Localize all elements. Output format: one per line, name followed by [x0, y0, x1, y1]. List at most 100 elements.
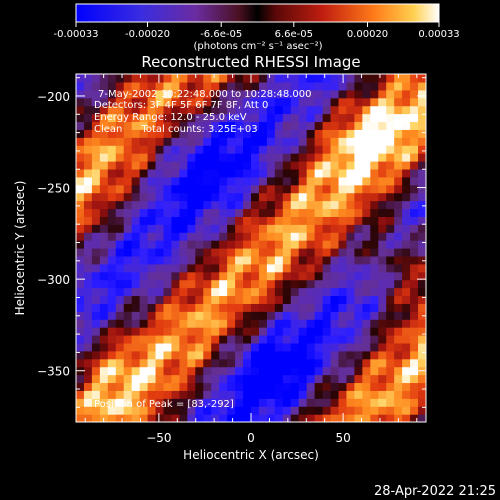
heatmap-cell: [274, 137, 284, 146]
heatmap-cell: [243, 113, 252, 123]
heatmap-cell: [418, 200, 426, 210]
heatmap-cell: [99, 374, 109, 384]
heatmap-cell: [378, 295, 387, 304]
heatmap-cell: [163, 303, 173, 312]
heatmap-cell: [338, 295, 348, 304]
heatmap-cell: [195, 216, 204, 225]
heatmap-cell: [410, 192, 419, 202]
heatmap-cell: [251, 184, 260, 194]
heatmap-cell: [251, 240, 260, 249]
heatmap-cell: [322, 255, 332, 265]
heatmap-cell: [235, 414, 244, 422]
heatmap-cell: [378, 414, 387, 422]
heatmap-cell: [330, 406, 340, 415]
heatmap-cell: [243, 255, 252, 265]
heatmap-cell: [402, 248, 411, 257]
heatmap-cell: [322, 113, 332, 123]
heatmap-cell: [219, 248, 228, 257]
heatmap-cell: [203, 145, 212, 154]
heatmap-cell: [362, 153, 371, 162]
heatmap-cell: [354, 406, 363, 415]
heatmap-cell: [147, 200, 157, 210]
heatmap-cell: [147, 248, 157, 257]
heatmap-cell: [354, 105, 363, 115]
heatmap-cell: [402, 303, 411, 312]
heatmap-cell: [274, 255, 284, 265]
heatmap-cell: [187, 89, 196, 99]
heatmap-cell: [298, 390, 308, 399]
heatmap-cell: [107, 161, 117, 170]
heatmap-cell: [410, 200, 419, 210]
heatmap-cell: [362, 176, 371, 186]
heatmap-cell: [330, 414, 340, 422]
heatmap-cell: [386, 137, 395, 146]
heatmap-cell: [147, 255, 157, 265]
heatmap-cell: [362, 168, 371, 178]
heatmap-cell: [251, 279, 260, 289]
heatmap-cell: [282, 406, 292, 415]
heatmap-cell: [338, 216, 348, 225]
heatmap-cell: [378, 200, 387, 210]
heatmap-cell: [203, 398, 212, 407]
heatmap-cell: [251, 295, 260, 304]
heatmap-cell: [386, 200, 395, 210]
heatmap-cell: [394, 232, 403, 241]
heatmap-cell: [171, 358, 181, 368]
heatmap-cell: [123, 224, 133, 233]
heatmap-cell: [418, 74, 426, 83]
heatmap-cell: [362, 311, 371, 320]
heatmap-cell: [322, 335, 332, 344]
heatmap-cell: [211, 137, 220, 146]
heatmap-cell: [378, 335, 387, 344]
heatmap-cell: [338, 271, 348, 281]
heatmap-cell: [76, 184, 85, 194]
annotation-block: 7-May-2002 10:22:48.000 to 10:28:48.000 …: [94, 89, 311, 410]
heatmap-cell: [410, 105, 419, 115]
heatmap-cell: [346, 74, 356, 83]
heatmap-cell: [115, 311, 125, 320]
heatmap-cell: [155, 311, 165, 320]
heatmap-cell: [330, 374, 340, 384]
heatmap-cell: [155, 279, 165, 289]
heatmap-cell: [171, 121, 181, 130]
heatmap-cell: [107, 327, 117, 336]
heatmap-cell: [354, 342, 363, 352]
heatmap-cell: [402, 145, 411, 154]
heatmap-cell: [274, 382, 284, 391]
heatmap-cell: [338, 366, 348, 376]
heatmap-cell: [187, 374, 196, 384]
heatmap-cell: [115, 279, 125, 289]
heatmap-cell: [346, 406, 356, 415]
heatmap-cell: [107, 224, 117, 233]
heatmap-cell: [219, 303, 228, 312]
heatmap-cell: [99, 113, 109, 123]
heatmap-cell: [131, 176, 141, 186]
heatmap-cell: [123, 414, 133, 422]
heatmap-cell: [211, 129, 220, 138]
heatmap-cell: [251, 145, 260, 154]
heatmap-cell: [386, 145, 395, 154]
heatmap-cell: [274, 129, 284, 138]
heatmap-cell: [123, 97, 133, 107]
heatmap-cell: [274, 176, 284, 186]
heatmap-cell: [378, 303, 387, 312]
heatmap-cell: [290, 97, 300, 107]
heatmap-cell: [338, 406, 348, 415]
heatmap-cell: [187, 366, 196, 376]
heatmap-cell: [171, 279, 181, 289]
heatmap-cell: [251, 398, 260, 407]
heatmap-cell: [370, 279, 379, 289]
heatmap-cell: [338, 311, 348, 320]
heatmap-cell: [195, 342, 204, 352]
heatmap-cell: [147, 121, 157, 130]
heatmap-cell: [171, 248, 181, 257]
heatmap-cell: [346, 216, 356, 225]
heatmap-cell: [330, 271, 340, 281]
heatmap-cell: [290, 382, 300, 391]
heatmap-cell: [179, 374, 188, 384]
heatmap-cell: [235, 176, 244, 186]
heatmap-cell: [235, 137, 244, 146]
heatmap-cell: [386, 74, 395, 83]
heatmap-cell: [402, 137, 411, 146]
heatmap-cell: [179, 366, 188, 376]
